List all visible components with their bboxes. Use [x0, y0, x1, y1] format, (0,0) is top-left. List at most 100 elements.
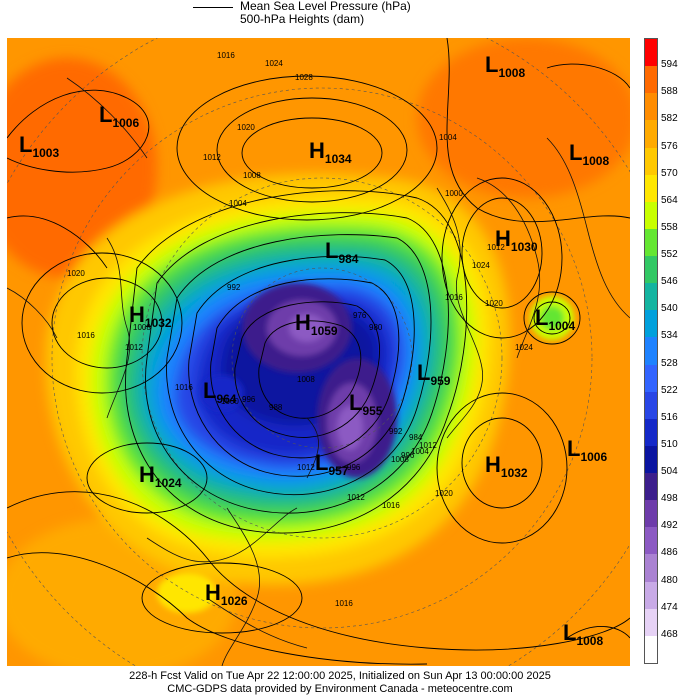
isobar-label: 1020 [237, 123, 255, 132]
colorbar-step [645, 527, 657, 555]
colorbar-level-label: 570 [661, 167, 678, 179]
colorbar-step [645, 500, 657, 528]
isobar-label: 1016 [335, 599, 353, 608]
colorbar-step [645, 310, 657, 338]
isobar-label: 1012 [487, 243, 505, 252]
colorbar-level-label: 588 [661, 86, 678, 98]
isobar-label: 1000 [445, 189, 463, 198]
colorbar-step [645, 608, 657, 637]
pressure-systems: L1008 L1006 L1003 H1034 L1008 H1030 H1032 L1004… [19, 52, 609, 648]
isobar-label: 1016 [382, 501, 400, 510]
isobar-label: 1024 [515, 343, 533, 352]
mslp-line-sample [193, 7, 233, 8]
colorbar-level-label: 468 [661, 628, 678, 640]
footer: 228-h Fcst Valid on Tue Apr 22 12:00:00 … [0, 670, 680, 696]
colorbar-step [645, 418, 657, 447]
isobar-label: 980 [369, 323, 383, 332]
isobar-label: 1008 [243, 171, 261, 180]
colorbar-step [645, 364, 657, 393]
colorbar-level-label: 474 [661, 601, 678, 613]
colorbar-step [645, 93, 657, 121]
colorbar-step [645, 66, 657, 94]
low-pressure-label: L959 [417, 360, 451, 388]
colorbar-step [645, 391, 657, 420]
low-pressure-label: L955 [349, 390, 383, 418]
colorbar-step [645, 39, 657, 67]
low-pressure-label: L984 [325, 238, 359, 266]
isobar-label: 1008 [133, 323, 151, 332]
isobar-label: 1020 [435, 489, 453, 498]
colorbar-level-label: 558 [661, 221, 678, 233]
colorbar-step [645, 635, 657, 664]
colorbar-step [645, 581, 657, 610]
colorbar-step [645, 445, 657, 474]
colorbar-level-label: 480 [661, 574, 678, 586]
isobar-label: 1004 [229, 199, 247, 208]
colorbar-level-label: 564 [661, 194, 678, 206]
colorbar-level-label: 510 [661, 438, 678, 450]
high-pressure-label: H1026 [205, 580, 248, 608]
colorbar-step [645, 201, 657, 230]
isobar-label: 1016 [175, 383, 193, 392]
isobar-label: 1016 [445, 293, 463, 302]
isobar-label: 1000 [221, 397, 239, 406]
low-pressure-label: L1004 [535, 305, 575, 333]
colorbar-level-label: 504 [661, 466, 678, 478]
isobar-label: 1012 [297, 463, 315, 472]
isobar-label: 996 [242, 395, 256, 404]
high-pressure-label: H1032 [485, 452, 528, 480]
colorbar-level-label: 534 [661, 330, 678, 342]
isobar-label: 996 [401, 451, 415, 460]
isobars [7, 38, 630, 665]
high-pressure-label: H1032 [129, 302, 172, 330]
colorbar-level-label: 582 [661, 113, 678, 125]
high-pressure-label: H1030 [495, 226, 538, 254]
colorbar-level-label: 486 [661, 547, 678, 559]
legend: Mean Sea Level Pressure (hPa) 500-hPa He… [0, 0, 680, 36]
isobar-label: 1012 [125, 343, 143, 352]
isobar-label: 1020 [67, 269, 85, 278]
colorbar-level-label: 516 [661, 411, 678, 423]
colorbar-level-label: 540 [661, 303, 678, 315]
forecast-map: L1008 L1006 L1003 H1034 L1008 H1030 H1032 L1004… [7, 38, 630, 666]
low-pressure-label: L964 [203, 378, 237, 406]
isobar-label: 1012 [347, 493, 365, 502]
coastlines [7, 77, 630, 666]
colorbar-step [645, 256, 657, 284]
isobar-label: 984 [409, 433, 423, 442]
colorbar-level-label: 576 [661, 140, 678, 152]
colorbar-step [645, 473, 657, 501]
colorbar-level-label: 594 [661, 59, 678, 71]
colorbar-level-label: 528 [661, 357, 678, 369]
isobar-label: 1012 [203, 153, 221, 162]
high-pressure-label: H1024 [139, 462, 182, 490]
trough-cores [157, 283, 574, 613]
colorbar-step [645, 554, 657, 583]
colorbar-step [645, 283, 657, 311]
colorbar-step [645, 120, 657, 149]
isobar-label: 1016 [77, 331, 95, 340]
isobar-label: 992 [227, 283, 241, 292]
colorbar-level-label: 522 [661, 384, 678, 396]
colorbar [644, 38, 658, 664]
mslp-legend-label: Mean Sea Level Pressure (hPa) [240, 0, 411, 13]
high-pressure-label: H1059 [295, 310, 338, 338]
footer-valid-time: 228-h Fcst Valid on Tue Apr 22 12:00:00 … [129, 670, 551, 682]
low-pressure-label: L1006 [567, 436, 607, 464]
colorbar-level-label: 552 [661, 249, 678, 261]
low-pressure-label: L1008 [563, 620, 603, 648]
low-pressure-label: L957 [315, 450, 349, 478]
low-pressure-label: L1006 [99, 102, 139, 130]
low-pressure-label: L1008 [569, 140, 609, 168]
isobar-label: 1004 [439, 133, 457, 142]
isobar-label: 988 [269, 403, 283, 412]
heights-legend-label: 500-hPa Heights (dam) [240, 12, 365, 26]
isobar-label: 1024 [472, 261, 490, 270]
low-pressure-label: L1003 [19, 132, 59, 160]
isobar-label: 1008 [391, 455, 409, 464]
high-pressure-label: H1034 [309, 138, 352, 166]
low-pressure-label: L1008 [485, 52, 525, 80]
isobar-label: 1004 [411, 447, 429, 456]
isobar-label: 1028 [295, 73, 313, 82]
isobar-label: 1016 [217, 51, 235, 60]
